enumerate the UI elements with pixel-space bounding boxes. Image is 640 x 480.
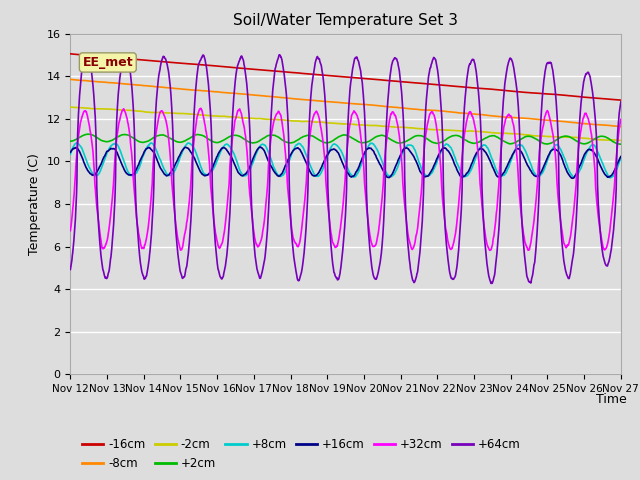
Y-axis label: Temperature (C): Temperature (C) xyxy=(28,153,41,255)
Text: EE_met: EE_met xyxy=(83,56,133,69)
Title: Soil/Water Temperature Set 3: Soil/Water Temperature Set 3 xyxy=(233,13,458,28)
X-axis label: Time: Time xyxy=(596,393,627,406)
Legend: -16cm, -8cm, -2cm, +2cm, +8cm, +16cm, +32cm, +64cm: -16cm, -8cm, -2cm, +2cm, +8cm, +16cm, +3… xyxy=(77,433,525,474)
